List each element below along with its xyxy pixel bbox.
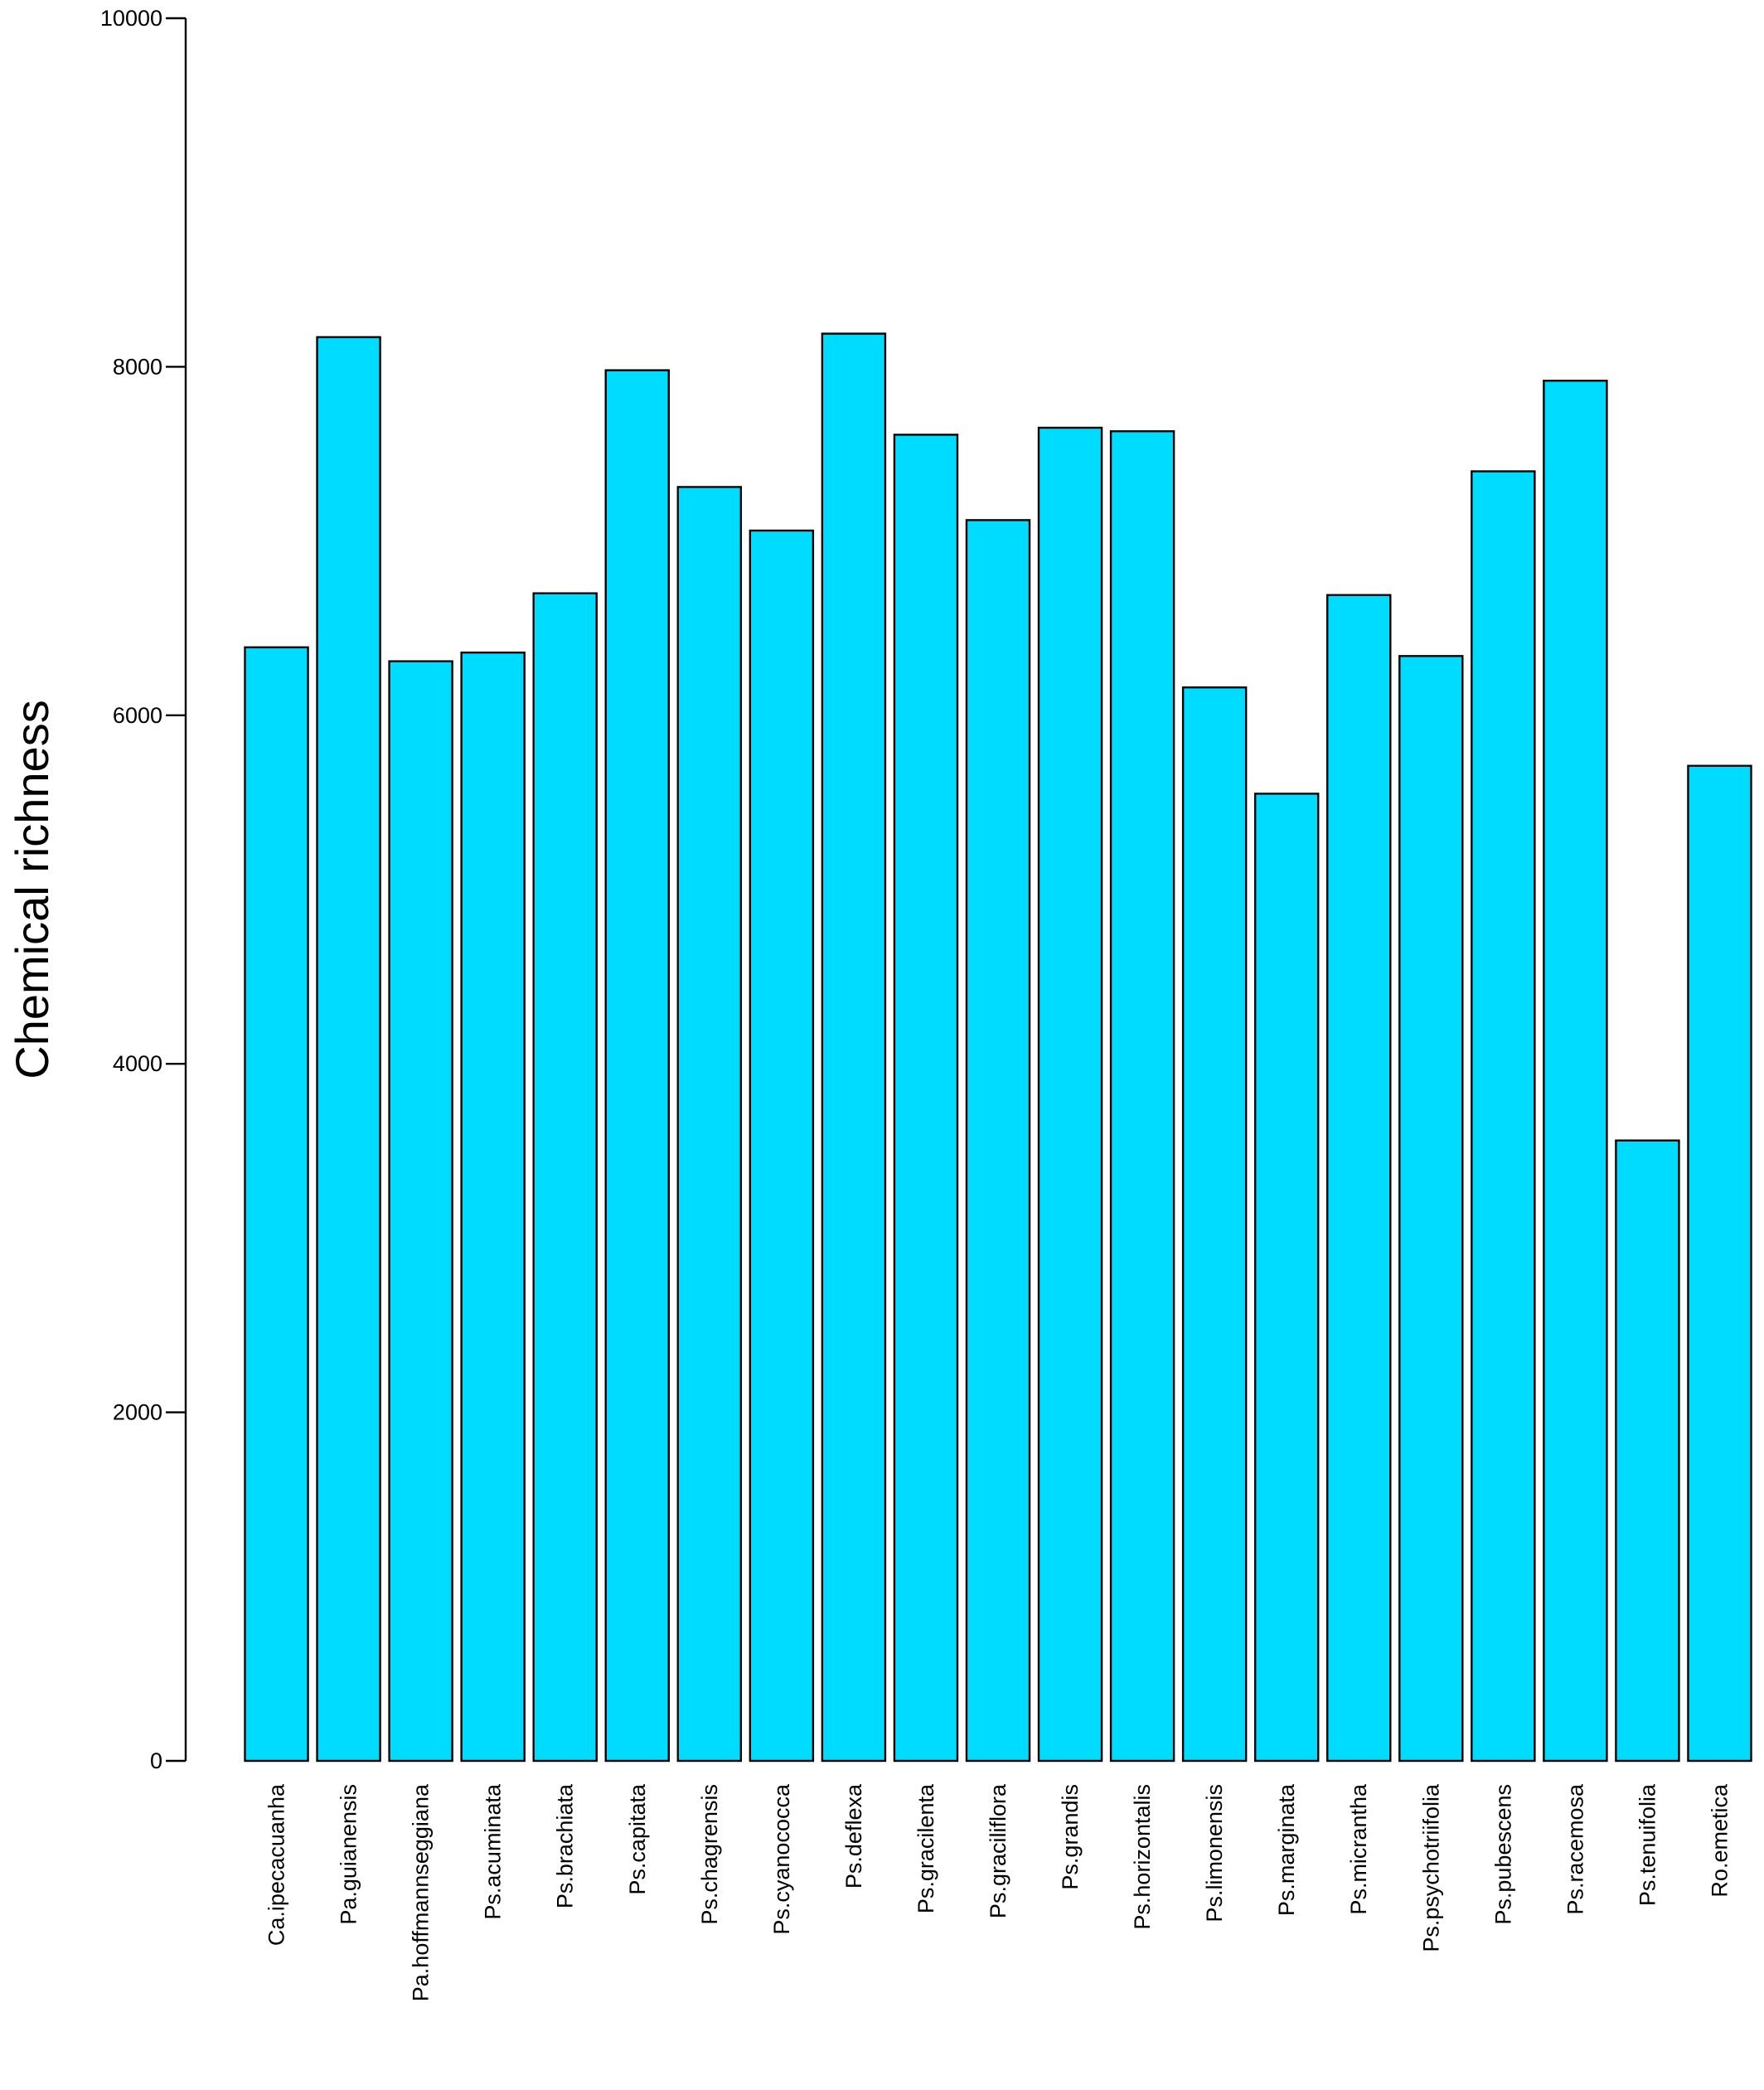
bar: [1326, 594, 1392, 1763]
bar: [1253, 793, 1320, 1763]
bar: [532, 592, 598, 1763]
bar: [1398, 655, 1464, 1763]
category-label: Pa.guianensis: [337, 1784, 361, 1925]
bar: [821, 332, 887, 1763]
bar: [1687, 764, 1752, 1763]
bar: [1471, 470, 1536, 1763]
y-tick-label: 2000: [113, 1400, 162, 1425]
category-label: Ps.horizontalis: [1130, 1784, 1155, 1930]
category-labels: Ca.ipecacuanha Pa.guianensis Pa.hoffmannse…: [264, 1783, 1732, 2001]
bar: [460, 651, 526, 1763]
bar: [388, 660, 453, 1763]
category-label: Ps.capitata: [625, 1783, 650, 1895]
bar: [676, 486, 743, 1763]
y-tick-label: 4000: [113, 1051, 162, 1076]
y-axis: 0 2000 4000 6000 8000 10000: [100, 6, 187, 1773]
category-label: Ro.emetica: [1707, 1783, 1732, 1898]
bar: [604, 369, 670, 1763]
category-label: Ps.deflexa: [841, 1783, 866, 1889]
bar: [1543, 380, 1608, 1763]
bar: [1109, 429, 1175, 1763]
bar: [1181, 686, 1248, 1763]
category-label: Ps.acuminata: [481, 1783, 506, 1920]
category-label: Ps.racemosa: [1563, 1783, 1587, 1915]
category-label: Ps.limonensis: [1202, 1784, 1227, 1923]
bar: [244, 646, 309, 1763]
y-axis-title: Chemical richness: [6, 700, 58, 1079]
category-label: Pa.hoffmannseggiana: [409, 1783, 434, 2001]
bar: [749, 529, 815, 1763]
category-label: Ps.micrantha: [1346, 1783, 1371, 1915]
category-label: Ca.ipecacuanha: [264, 1783, 289, 1946]
category-label: Ps.brachiata: [553, 1783, 578, 1908]
category-label: Ps.chagrensis: [697, 1784, 722, 1925]
bar: [1037, 426, 1103, 1763]
bar: [316, 336, 381, 1763]
category-label: Ps.gracilenta: [914, 1783, 938, 1913]
bar: [1615, 1139, 1680, 1763]
category-label: Ps.psychotriifolia: [1418, 1783, 1443, 1952]
bar: [965, 519, 1031, 1763]
category-label: Ps.marginata: [1274, 1783, 1299, 1916]
category-label: Ps.pubescens: [1490, 1784, 1515, 1925]
category-label: Ps.grandis: [1058, 1784, 1083, 1890]
y-tick-label: 6000: [113, 703, 162, 728]
y-tick-label: 0: [150, 1748, 162, 1773]
y-tick-label: 8000: [113, 354, 162, 379]
category-label: Ps.tenuifolia: [1635, 1783, 1660, 1906]
y-tick-label: 10000: [100, 6, 162, 31]
bars-group: [244, 332, 1752, 1763]
category-label: Ps.cyanococca: [769, 1783, 794, 1935]
bar: [893, 434, 959, 1763]
category-label: Ps.graciliflora: [986, 1783, 1010, 1918]
